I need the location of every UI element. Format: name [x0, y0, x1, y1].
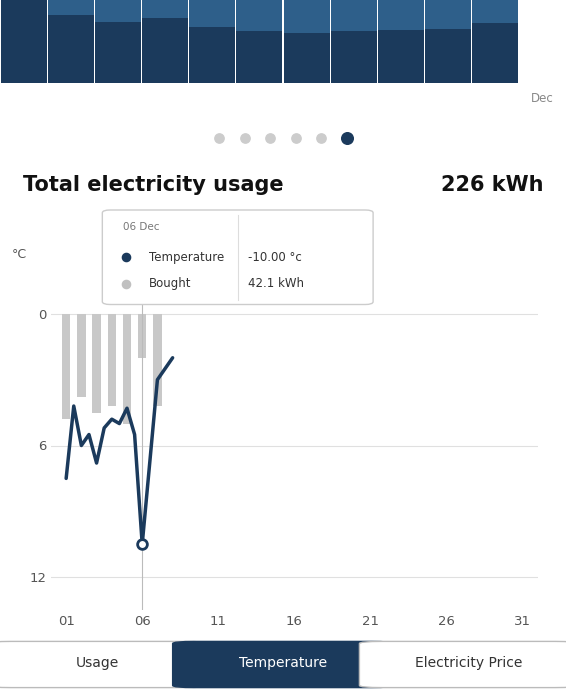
FancyBboxPatch shape — [331, 0, 377, 83]
FancyBboxPatch shape — [237, 32, 282, 83]
FancyBboxPatch shape — [378, 0, 424, 83]
Text: Apr: Apr — [155, 92, 175, 106]
Text: -10.00 °c: -10.00 °c — [248, 251, 302, 264]
Text: Electricity Price: Electricity Price — [415, 657, 522, 671]
FancyBboxPatch shape — [48, 0, 94, 83]
Point — [121, 252, 130, 263]
Bar — [123, 314, 131, 424]
Point — [121, 278, 130, 289]
Bar — [62, 314, 70, 419]
FancyBboxPatch shape — [0, 641, 207, 687]
Text: Total electricity usage: Total electricity usage — [23, 175, 283, 195]
FancyBboxPatch shape — [142, 0, 188, 83]
Text: Usage: Usage — [76, 657, 119, 671]
FancyBboxPatch shape — [95, 22, 141, 83]
Text: Feb: Feb — [61, 92, 81, 106]
Text: Sep: Sep — [390, 92, 412, 106]
Text: Nov: Nov — [484, 92, 507, 106]
FancyBboxPatch shape — [284, 0, 329, 83]
Text: Temperature: Temperature — [149, 251, 225, 264]
Text: 226 kWh: 226 kWh — [441, 175, 543, 195]
FancyBboxPatch shape — [378, 30, 424, 83]
Text: Jan: Jan — [15, 92, 33, 106]
Text: Jul: Jul — [299, 92, 314, 106]
FancyBboxPatch shape — [173, 641, 393, 687]
FancyBboxPatch shape — [284, 33, 329, 83]
FancyBboxPatch shape — [48, 15, 94, 83]
Text: Jun: Jun — [250, 92, 269, 106]
Text: Temperature: Temperature — [239, 657, 327, 671]
FancyBboxPatch shape — [189, 27, 235, 83]
FancyBboxPatch shape — [472, 0, 518, 83]
Text: May: May — [200, 92, 225, 106]
FancyBboxPatch shape — [331, 32, 377, 83]
FancyBboxPatch shape — [425, 29, 471, 83]
Bar — [92, 314, 101, 412]
FancyBboxPatch shape — [142, 18, 188, 83]
FancyBboxPatch shape — [95, 0, 141, 83]
Text: Mar: Mar — [107, 92, 129, 106]
Text: Dec: Dec — [531, 92, 554, 106]
FancyBboxPatch shape — [237, 0, 282, 83]
FancyBboxPatch shape — [102, 210, 373, 304]
FancyBboxPatch shape — [1, 0, 46, 83]
Text: Aug: Aug — [342, 92, 365, 106]
Text: Oct: Oct — [438, 92, 458, 106]
Text: °C: °C — [12, 248, 27, 261]
Text: 42.1 kWh: 42.1 kWh — [248, 277, 304, 290]
Bar — [108, 314, 116, 406]
Bar — [138, 314, 147, 358]
Bar — [153, 314, 162, 406]
Text: 06 Dec: 06 Dec — [123, 222, 160, 232]
FancyBboxPatch shape — [189, 0, 235, 83]
FancyBboxPatch shape — [1, 0, 46, 83]
FancyBboxPatch shape — [359, 641, 566, 687]
Text: Bought: Bought — [149, 277, 192, 290]
FancyBboxPatch shape — [520, 0, 565, 115]
FancyBboxPatch shape — [425, 0, 471, 83]
Bar — [77, 314, 85, 397]
FancyBboxPatch shape — [472, 23, 518, 83]
